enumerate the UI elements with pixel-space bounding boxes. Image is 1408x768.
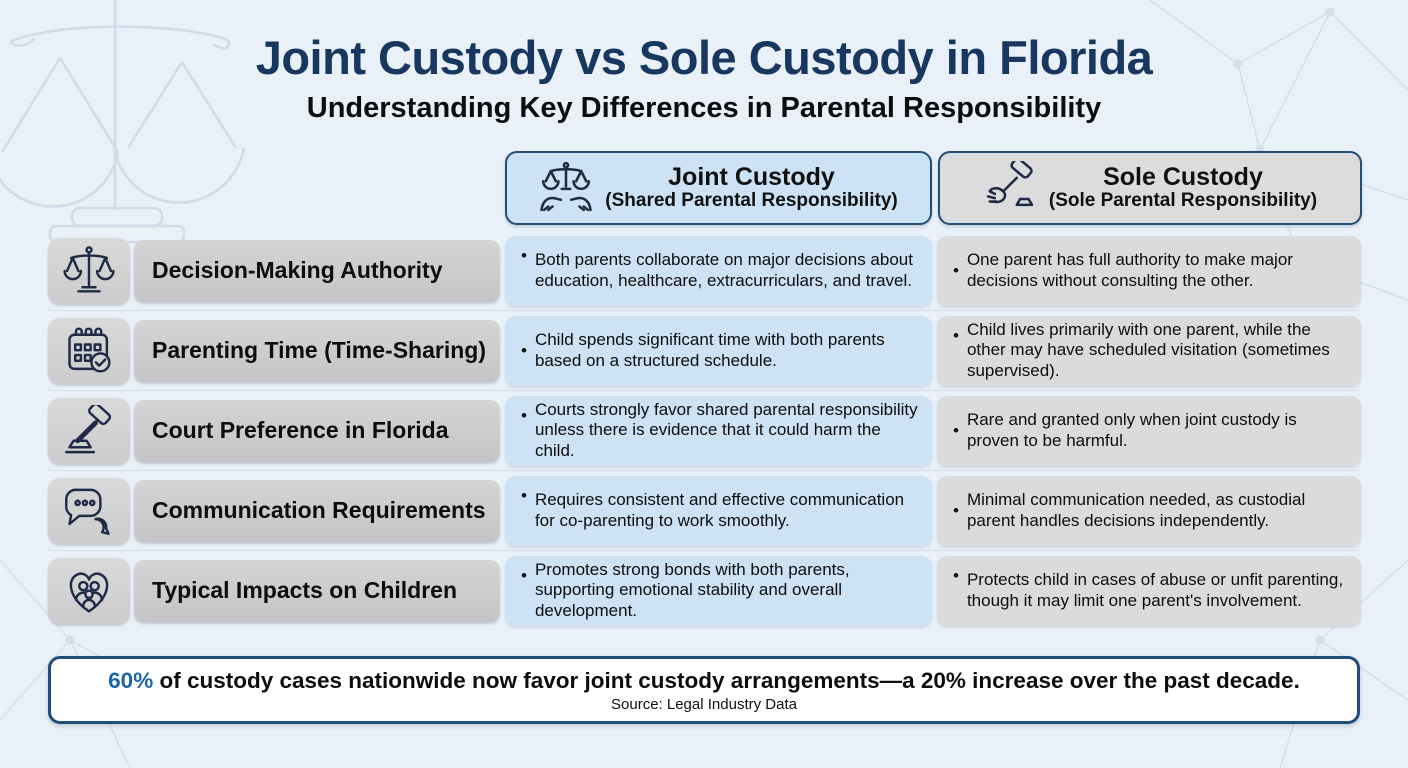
comparison-table: Decision-Making Authority • Both parents… (48, 235, 1361, 626)
bullet: • (521, 340, 527, 360)
column-headers: Joint Custody (Shared Parental Responsib… (48, 151, 1362, 225)
bullet: • (953, 565, 959, 585)
header-spacer (48, 151, 505, 225)
sole-cell-text: Rare and granted only when joint custody… (966, 410, 1297, 450)
row-label: Parenting Time (Time-Sharing) (134, 319, 500, 382)
bullet: • (953, 500, 959, 520)
stat-highlight: 60% (108, 667, 154, 693)
row-icon-tile (48, 397, 130, 464)
sole-cell-impacts-children: • Protects child in cases of abuse or un… (937, 555, 1361, 626)
sole-cell-court-preference: • Rare and granted only when joint custo… (937, 395, 1361, 466)
joint-cell-text: Child spends significant time with both … (534, 330, 885, 370)
row-separator (48, 550, 1360, 551)
stat-source: Source: Legal Industry Data (611, 695, 797, 713)
gavel-icon (65, 404, 112, 453)
joint-header-title: Joint Custody (668, 162, 835, 191)
row-label: Court Preference in Florida (134, 399, 500, 462)
joint-cell-text: Promotes strong bonds with both parents,… (534, 560, 850, 620)
joint-header-subtitle: (Shared Parental Responsibility) (605, 190, 898, 212)
row-icon-tile (48, 557, 130, 624)
row-icon-tile (48, 477, 130, 544)
joint-cell-court-preference: • Courts strongly favor shared parental … (505, 395, 932, 466)
page-subtitle: Understanding Key Differences in Parenta… (306, 92, 1102, 124)
sole-cell-decision-making: • One parent has full authority to make … (937, 235, 1361, 306)
table-row-decision-making: Decision-Making Authority • Both parents… (48, 235, 1361, 306)
row-label: Communication Requirements (134, 479, 500, 542)
row-label: Decision-Making Authority (134, 239, 500, 302)
bullet: • (953, 325, 959, 345)
bullet: • (521, 245, 527, 265)
family-heart-icon (69, 571, 109, 613)
table-row-communication: Communication Requirements • Requires co… (48, 475, 1361, 546)
bullet: • (521, 405, 527, 425)
row-separator (48, 390, 1360, 391)
row-icon-tile (48, 317, 130, 384)
page-title: Joint Custody vs Sole Custody in Florida (255, 31, 1153, 84)
joint-cell-text: Courts strongly favor shared parental re… (534, 400, 918, 460)
joint-cell-decision-making: • Both parents collaborate on major deci… (505, 235, 932, 306)
hand-gavel-icon (986, 161, 1034, 207)
sole-header-title: Sole Custody (1103, 162, 1263, 191)
joint-cell-impacts-children: • Promotes strong bonds with both parent… (505, 555, 932, 626)
sole-cell-text: Child lives primarily with one parent, w… (966, 320, 1330, 380)
scales-in-hands-icon (540, 161, 592, 212)
table-row-court-preference: Court Preference in Florida • Courts str… (48, 395, 1361, 466)
joint-custody-header: Joint Custody (Shared Parental Responsib… (505, 151, 932, 225)
row-label: Typical Impacts on Children (134, 559, 500, 622)
sole-cell-text: Minimal communication needed, as custodi… (966, 490, 1306, 530)
table-row-impacts-children: Typical Impacts on Children • Promotes s… (48, 555, 1361, 626)
chat-bubbles-icon (65, 488, 110, 535)
row-separator (48, 470, 1360, 471)
bullet: • (953, 420, 959, 440)
joint-cell-text: Both parents collaborate on major decisi… (534, 250, 913, 290)
sole-cell-communication: • Minimal communication needed, as custo… (937, 475, 1361, 546)
stat-banner: 60% of custody cases nationwide now favo… (48, 656, 1360, 724)
row-separator (48, 310, 1360, 311)
joint-header-text: Joint Custody (Shared Parental Responsib… (605, 162, 898, 212)
sole-custody-header: Sole Custody (Sole Parental Responsibili… (938, 151, 1362, 225)
calendar-check-icon (68, 327, 111, 373)
bullet: • (953, 260, 959, 280)
scales-icon (63, 245, 115, 293)
bullet: • (521, 565, 527, 585)
sole-header-subtitle: (Sole Parental Responsibility) (1048, 190, 1318, 212)
joint-cell-parenting-time: • Child spends significant time with bot… (505, 315, 932, 386)
sole-cell-text: Protects child in cases of abuse or unfi… (966, 570, 1344, 610)
sole-cell-parenting-time: • Child lives primarily with one parent,… (937, 315, 1361, 386)
stat-sentence: of custody cases nationwide now favor jo… (153, 667, 1300, 693)
joint-cell-text: Requires consistent and effective commun… (534, 490, 905, 530)
stat-text: 60% of custody cases nationwide now favo… (108, 668, 1300, 694)
row-icon-tile (48, 237, 130, 304)
joint-cell-communication: • Requires consistent and effective comm… (505, 475, 932, 546)
sole-header-text: Sole Custody (Sole Parental Responsibili… (1048, 162, 1318, 212)
bullet: • (521, 485, 527, 505)
table-row-parenting-time: Parenting Time (Time-Sharing) • Child sp… (48, 315, 1361, 386)
sole-cell-text: One parent has full authority to make ma… (966, 250, 1293, 290)
